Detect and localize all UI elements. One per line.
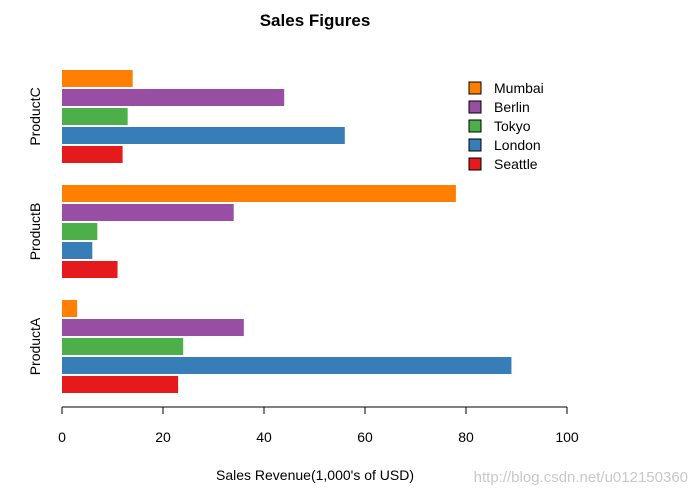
legend-swatch-mumbai: [468, 81, 482, 95]
legend-swatch-london: [468, 138, 482, 152]
legend-label-mumbai: Mumbai: [494, 80, 544, 96]
chart-title: Sales Figures: [260, 11, 371, 30]
bar-productb-tokyo: [62, 223, 98, 240]
bar-productb-seattle: [62, 261, 118, 278]
bar-productc-seattle: [62, 146, 123, 163]
bar-producta-tokyo: [62, 338, 184, 355]
x-tick-label-40: 40: [256, 429, 272, 445]
legend: Mumbai Berlin Tokyo London Seattle: [468, 80, 544, 172]
legend-label-berlin: Berlin: [494, 99, 530, 115]
bar-productc-tokyo: [62, 108, 128, 125]
category-label-productb: ProductB: [27, 203, 43, 261]
category-label-producta: ProductA: [27, 317, 43, 375]
legend-swatch-seattle: [468, 157, 482, 171]
bar-producta-berlin: [62, 319, 244, 336]
legend-label-tokyo: Tokyo: [494, 118, 531, 134]
legend-label-seattle: Seattle: [494, 156, 538, 172]
legend-swatch-tokyo: [468, 119, 482, 133]
bars-group: [62, 70, 512, 393]
legend-swatch-berlin: [468, 100, 482, 114]
bar-productb-london: [62, 242, 93, 259]
x-tick-label-20: 20: [155, 429, 171, 445]
watermark: http://blog.csdn.net/u012150360: [474, 469, 688, 486]
bar-producta-seattle: [62, 376, 179, 393]
x-axis: 0 20 40 60 80 100: [58, 406, 579, 445]
bar-producta-mumbai: [62, 300, 78, 317]
bar-producta-london: [62, 357, 512, 374]
bar-productc-berlin: [62, 89, 285, 106]
x-tick-label-0: 0: [58, 429, 66, 445]
x-tick-label-100: 100: [555, 429, 579, 445]
x-axis-label: Sales Revenue(1,000's of USD): [216, 467, 414, 483]
category-label-productc: ProductC: [27, 87, 43, 145]
legend-label-london: London: [494, 137, 541, 153]
x-tick-label-80: 80: [458, 429, 474, 445]
category-labels: ProductA ProductB ProductC: [27, 87, 43, 375]
bar-productb-berlin: [62, 204, 234, 221]
bar-productc-mumbai: [62, 70, 133, 87]
x-tick-label-60: 60: [357, 429, 373, 445]
bar-productb-mumbai: [62, 185, 456, 202]
bar-productc-london: [62, 127, 345, 144]
